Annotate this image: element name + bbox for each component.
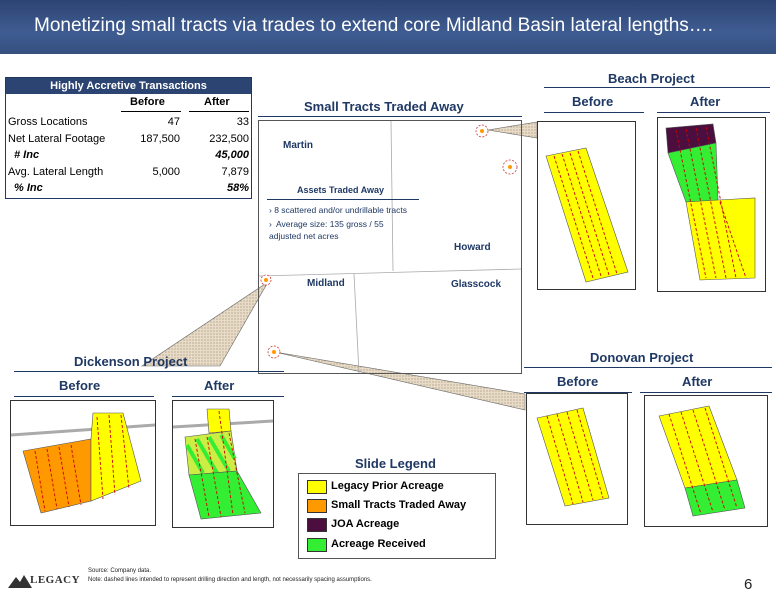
row-after: 33 [236, 116, 249, 128]
legend-swatch-legacy [307, 480, 327, 494]
dickenson-before-map [10, 412, 156, 514]
col-after-underline [189, 111, 249, 112]
beach-after-underline [657, 112, 770, 113]
dickenson-title-underline [14, 371, 284, 372]
legend-title: Slide Legend [355, 456, 436, 471]
dickenson-before-underline [14, 396, 154, 397]
beach-project-title: Beach Project [608, 71, 695, 86]
legend-swatch-joa [307, 518, 327, 532]
beach-after-label: After [690, 94, 721, 109]
beach-before-map [545, 147, 629, 283]
legend-label: Acreage Received [331, 538, 426, 550]
donovan-before-map [536, 407, 610, 507]
row-label: Net Lateral Footage [8, 133, 106, 145]
county-midland: Midland [307, 278, 345, 289]
row-label: % Inc [14, 182, 43, 194]
dickenson-before-panel [10, 400, 156, 526]
accretive-transactions-table: Highly Accretive Transactions Before Aft… [5, 77, 252, 199]
legend-label: Small Tracts Traded Away [331, 499, 467, 511]
footer-note: Note: dashed lines intended to represent… [88, 577, 372, 583]
dickenson-after-label: After [204, 378, 235, 393]
beach-title-underline [544, 87, 770, 88]
row-after: 45,000 [215, 149, 249, 161]
legend-swatch-received [307, 538, 327, 552]
table-col-after: After [204, 96, 230, 108]
donovan-before-panel [526, 393, 628, 525]
county-boundaries [259, 121, 521, 373]
table-heading: Highly Accretive Transactions [6, 78, 251, 94]
beach-before-panel [537, 121, 636, 290]
row-before: 187,500 [140, 133, 180, 145]
donovan-after-map [658, 405, 746, 517]
logo-text: LEGACY [30, 574, 81, 586]
row-before: 47 [167, 116, 180, 128]
row-label: Gross Locations [8, 116, 88, 128]
beach-after-map [665, 123, 756, 281]
bullet-text: 8 scattered and/or undrillable tracts [274, 205, 407, 215]
legend-label: Legacy Prior Acreage [331, 480, 444, 492]
donovan-project-title: Donovan Project [590, 350, 694, 365]
row-label: # Inc [14, 149, 40, 161]
county-map: Martin Howard Midland Glasscock Assets T… [258, 120, 522, 374]
bullet-item: › Average size: 135 gross / 55 adjusted n… [269, 218, 399, 242]
bullet-arrow-icon: › [269, 219, 272, 229]
dickenson-before-label: Before [59, 378, 101, 393]
row-after: 232,500 [209, 133, 249, 145]
dickenson-project-title: Dickenson Project [74, 354, 188, 369]
dickenson-after-panel [172, 400, 274, 528]
row-label: Avg. Lateral Length [8, 166, 104, 178]
page-number: 6 [744, 576, 753, 593]
row-before: 5,000 [152, 166, 180, 178]
bullet-arrow-icon: › [269, 205, 275, 215]
col-before-underline [121, 111, 181, 112]
assets-title-underline [267, 199, 419, 200]
beach-before-label: Before [572, 94, 614, 109]
beach-after-panel [657, 117, 766, 292]
page-title: Monetizing small tracts via trades to ex… [34, 15, 714, 36]
slide-legend: Legacy Prior Acreage Small Tracts Traded… [298, 473, 496, 559]
tract-markers [260, 124, 518, 359]
row-after: 58% [226, 182, 249, 194]
bullet-item: › 8 scattered and/or undrillable tracts [269, 205, 407, 215]
donovan-after-label: After [682, 374, 713, 389]
map-title-underline [258, 116, 522, 117]
donovan-before-label: Before [557, 374, 599, 389]
table-col-before: Before [130, 96, 165, 108]
donovan-title-underline [524, 367, 772, 368]
footer-source: Source: Company data. [88, 568, 152, 574]
beach-before-underline [544, 112, 644, 113]
dickenson-after-map [172, 408, 274, 520]
dickenson-after-underline [172, 396, 284, 397]
donovan-after-panel [644, 395, 768, 527]
county-glasscock: Glasscock [451, 279, 502, 290]
title-bar: Monetizing small tracts via trades to ex… [0, 0, 776, 54]
legacy-logo: LEGACY [8, 573, 80, 589]
logo-mark-icon [8, 575, 32, 588]
legend-label: JOA Acreage [331, 518, 400, 530]
donovan-before-underline [524, 392, 632, 393]
legend-swatch-small-tracts [307, 499, 327, 513]
map-title: Small Tracts Traded Away [304, 99, 464, 114]
row-after: 7,879 [221, 166, 249, 178]
donovan-after-underline [640, 392, 772, 393]
county-howard: Howard [454, 242, 491, 253]
county-martin: Martin [283, 140, 313, 151]
bullet-text: Average size: 135 gross / 55 adjusted ne… [269, 219, 384, 241]
assets-traded-title: Assets Traded Away [297, 185, 385, 195]
